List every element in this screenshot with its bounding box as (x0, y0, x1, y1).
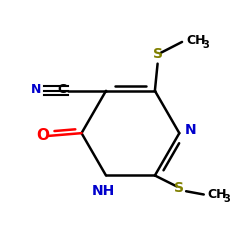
Text: O: O (36, 128, 50, 143)
Text: N: N (185, 124, 196, 138)
Text: S: S (152, 47, 162, 61)
Text: CH: CH (186, 34, 206, 47)
Text: S: S (174, 181, 184, 195)
Text: N: N (30, 83, 41, 96)
Text: CH: CH (208, 188, 227, 201)
Text: NH: NH (92, 184, 115, 198)
Text: 3: 3 (224, 194, 230, 204)
Text: C: C (58, 83, 66, 96)
Text: 3: 3 (202, 40, 209, 50)
